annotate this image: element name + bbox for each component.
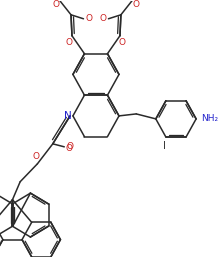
Text: O: O: [85, 14, 92, 23]
Text: O: O: [132, 0, 139, 9]
Text: O: O: [32, 152, 39, 161]
Text: O: O: [66, 38, 73, 47]
Text: I: I: [163, 141, 165, 151]
Text: NH₂: NH₂: [201, 114, 218, 123]
Text: N: N: [64, 111, 72, 121]
Text: O: O: [66, 142, 73, 151]
Text: O: O: [119, 38, 126, 47]
Text: O: O: [99, 14, 106, 23]
Text: O: O: [53, 0, 59, 9]
Text: O: O: [65, 144, 72, 153]
